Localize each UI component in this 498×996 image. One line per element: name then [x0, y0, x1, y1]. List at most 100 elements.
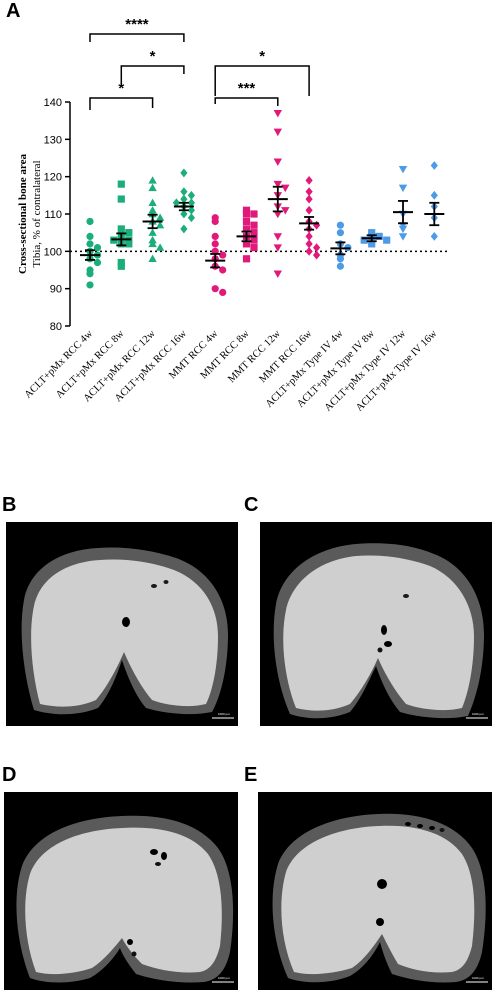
data-point [219, 288, 227, 296]
significance-label: * [259, 48, 265, 65]
data-point [219, 251, 227, 259]
panel-label-a: A [6, 0, 21, 22]
scale-bar-label: 1000 µm [472, 976, 484, 980]
data-point [86, 217, 94, 226]
panel-label-b: B [2, 494, 17, 516]
data-point [250, 229, 258, 237]
data-point [305, 205, 313, 215]
data-point [336, 262, 344, 270]
data-point [273, 128, 282, 137]
data-point [211, 217, 219, 226]
data-point [313, 250, 321, 260]
trabecular-region [283, 555, 474, 711]
data-point [187, 205, 195, 215]
data-point [273, 233, 282, 241]
data-point [86, 270, 94, 278]
data-point [273, 244, 282, 252]
data-point [336, 255, 344, 263]
significance-label: * [150, 48, 156, 65]
data-point [305, 232, 313, 241]
data-point [368, 240, 376, 248]
data-point [305, 239, 313, 249]
data-point [180, 187, 188, 196]
data-point [242, 206, 251, 214]
data-point [180, 224, 188, 234]
data-point [117, 258, 125, 267]
y-tick-label: 110 [44, 209, 62, 221]
data-point [273, 110, 282, 118]
data-point [368, 229, 376, 237]
data-point [155, 243, 165, 251]
data-point [93, 244, 102, 252]
data-point [242, 210, 251, 218]
data-point [281, 207, 290, 215]
data-point [155, 213, 165, 221]
y-tick-label: 80 [50, 321, 62, 333]
bone-area-scatter-chart: Cross-sectional bone area Tibia, % of co… [17, 16, 448, 414]
data-point [117, 225, 125, 233]
data-point [398, 233, 408, 241]
data-point [430, 190, 438, 200]
data-point [336, 221, 344, 229]
micrograph-e: 1000 µm [258, 792, 492, 990]
data-point [86, 232, 94, 240]
data-point [219, 266, 227, 274]
data-point [86, 240, 94, 248]
trabecular-region [281, 825, 475, 975]
data-point [273, 270, 282, 278]
panel-label-d: D [2, 764, 17, 786]
data-point [313, 243, 321, 252]
data-point [148, 228, 157, 236]
scale-bar-label: 1000 µm [218, 712, 230, 716]
data-point [305, 194, 313, 204]
significance-bracket [214, 97, 279, 106]
data-point [250, 221, 258, 229]
significance-label: *** [238, 80, 256, 97]
significance-bracket [120, 65, 185, 84]
data-point [250, 244, 258, 252]
y-tick-label: 130 [44, 134, 62, 146]
data-point [211, 240, 219, 248]
data-point [383, 236, 391, 244]
data-point [180, 209, 188, 219]
data-point [242, 217, 251, 226]
data-point [273, 210, 282, 219]
data-point [273, 180, 282, 189]
significance-label: **** [125, 16, 149, 33]
data-point [305, 246, 313, 256]
trabecular-region [25, 827, 222, 975]
data-point [180, 194, 188, 204]
data-point [180, 168, 188, 178]
panel-label-e: E [244, 764, 258, 786]
data-point [187, 190, 195, 200]
data-point [242, 240, 251, 248]
data-point [273, 158, 282, 166]
data-point [398, 184, 408, 193]
micrograph-d: 1000 µm [4, 792, 238, 990]
data-point [93, 258, 102, 267]
data-point [250, 210, 258, 218]
data-point [148, 235, 157, 244]
data-point [125, 229, 133, 237]
y-tick-label: 140 [44, 97, 62, 109]
data-point [172, 198, 180, 208]
y-tick-label: 100 [44, 246, 62, 258]
significance-bracket [214, 65, 310, 96]
data-point [86, 281, 94, 289]
significance-bracket [89, 97, 154, 110]
data-point [305, 187, 313, 196]
data-point [398, 225, 408, 234]
data-point [117, 262, 125, 270]
data-point [148, 254, 157, 262]
data-point [250, 236, 258, 244]
data-point [155, 221, 165, 229]
data-point [242, 255, 251, 263]
y-tick-label: 120 [44, 172, 62, 184]
scale-bar-label: 1000 µm [218, 976, 230, 980]
y-tick-label: 90 [50, 284, 62, 296]
data-point [148, 239, 157, 248]
data-point [281, 184, 290, 193]
data-point [211, 232, 219, 240]
scale-bar-label: 1000 µm [472, 712, 484, 716]
data-point [313, 220, 321, 230]
